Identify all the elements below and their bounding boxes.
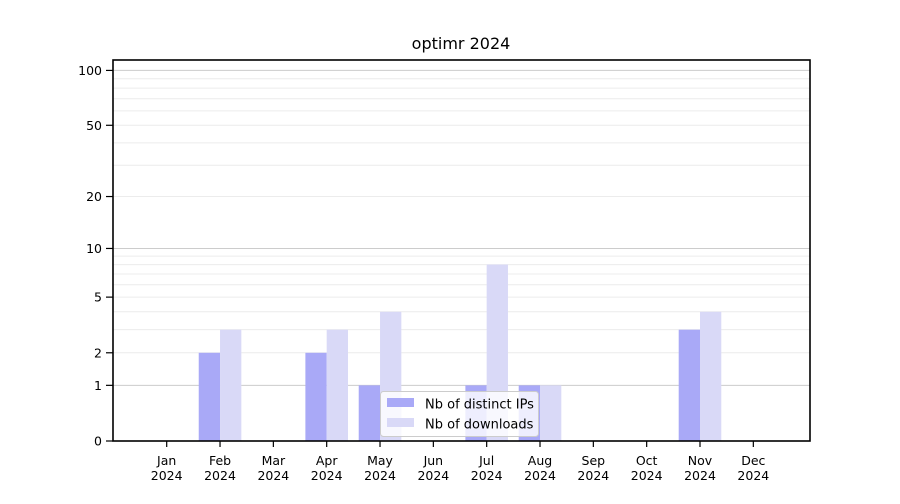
bar-nb-of-distinct-ips-feb: [198, 352, 221, 441]
legend-label-distinct-ips: Nb of distinct IPs: [425, 398, 534, 413]
x-tick-label-year: 2024: [737, 468, 769, 483]
legend-label-downloads: Nb of downloads: [425, 418, 534, 433]
bar-nb-of-distinct-ips-nov: [678, 329, 700, 441]
x-tick-label-month: Jul: [478, 453, 494, 468]
y-tick-label: 1: [94, 378, 102, 393]
x-tick-label-year: 2024: [204, 468, 236, 483]
bar-nb-of-distinct-ips-may: [358, 385, 381, 441]
x-tick-label-year: 2024: [257, 468, 289, 483]
x-tick-label-month: Aug: [528, 453, 552, 468]
x-tick-label-month: Dec: [741, 453, 765, 468]
bar-nb-of-distinct-ips-apr: [305, 352, 327, 441]
x-tick-label-year: 2024: [631, 468, 663, 483]
y-tick-label: 0: [94, 434, 102, 449]
chart-title: optimr 2024: [412, 34, 511, 53]
x-tick-label-month: Jan: [156, 453, 176, 468]
x-tick-label-month: May: [367, 453, 393, 468]
x-tick-label-year: 2024: [577, 468, 609, 483]
bar-nb-of-downloads-nov: [700, 311, 722, 441]
x-tick-label-year: 2024: [151, 468, 183, 483]
bar-nb-of-downloads-feb: [220, 329, 242, 441]
y-tick-label: 10: [86, 241, 102, 256]
x-tick-label-month: Sep: [582, 453, 606, 468]
x-tick-label-year: 2024: [364, 468, 396, 483]
x-tick-label-month: Mar: [262, 453, 286, 468]
legend: Nb of distinct IPs Nb of downloads: [380, 391, 539, 437]
y-tick-label: 5: [94, 290, 102, 305]
bar-nb-of-downloads-apr: [326, 329, 348, 441]
legend-box: [380, 391, 539, 437]
x-tick-label-year: 2024: [471, 468, 503, 483]
gridlines: [113, 69, 810, 386]
x-tick-label-year: 2024: [524, 468, 556, 483]
plot-box: [112, 59, 811, 442]
x-tick-label-month: Oct: [636, 453, 658, 468]
x-tick-label-year: 2024: [684, 468, 716, 483]
y-tick-label: 20: [86, 189, 102, 204]
y-tick-label: 100: [78, 63, 102, 78]
y-tick-label: 2: [94, 345, 102, 360]
x-tick-label-month: Apr: [316, 453, 338, 468]
legend-swatch-distinct-ips: [387, 398, 414, 407]
axes: 0125102050100Jan2024Feb2024Mar2024Apr202…: [78, 59, 811, 483]
bar-nb-of-downloads-aug: [540, 385, 562, 441]
x-tick-label-year: 2024: [311, 468, 343, 483]
legend-swatch-downloads: [387, 418, 414, 427]
x-tick-label-month: Feb: [209, 453, 231, 468]
x-tick-label-month: Nov: [688, 453, 713, 468]
y-tick-label: 50: [86, 118, 102, 133]
x-tick-label-year: 2024: [417, 468, 449, 483]
x-tick-label-month: Jun: [423, 453, 444, 468]
